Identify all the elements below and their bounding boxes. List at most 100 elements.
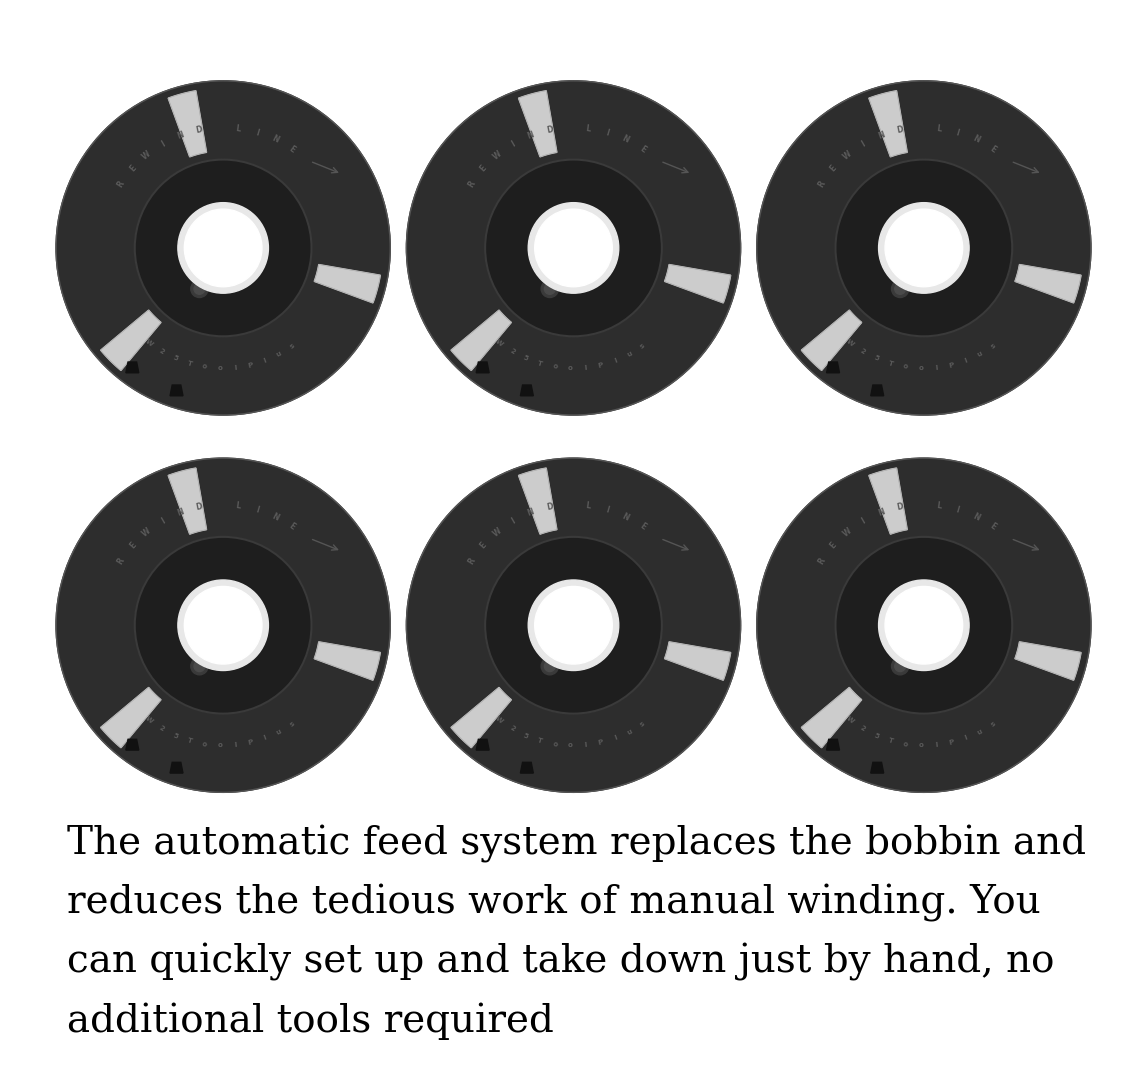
Text: R: R [466, 556, 477, 566]
Polygon shape [518, 91, 557, 157]
Circle shape [545, 661, 555, 672]
Text: N: N [876, 508, 885, 519]
Text: L: L [936, 124, 942, 134]
Text: E: E [828, 164, 838, 174]
Polygon shape [869, 91, 907, 157]
Text: W: W [141, 526, 153, 538]
Circle shape [757, 81, 1091, 415]
Polygon shape [1015, 264, 1080, 303]
Text: s: s [990, 720, 997, 728]
Circle shape [888, 223, 899, 234]
Text: I: I [159, 139, 166, 149]
Text: E: E [478, 541, 489, 551]
Circle shape [538, 600, 548, 611]
Circle shape [134, 160, 312, 336]
Circle shape [188, 600, 198, 611]
Polygon shape [101, 688, 161, 748]
Text: T: T [187, 737, 193, 745]
Circle shape [485, 160, 662, 336]
Text: l: l [234, 364, 236, 371]
Text: o: o [919, 365, 923, 371]
Text: 5: 5 [522, 355, 529, 362]
Text: l: l [614, 735, 617, 742]
Circle shape [541, 280, 559, 298]
Text: N: N [175, 130, 185, 141]
Text: s: s [289, 343, 296, 350]
Text: l: l [234, 742, 236, 748]
Polygon shape [802, 310, 861, 371]
Text: L: L [235, 124, 241, 134]
Text: E: E [127, 541, 138, 551]
Circle shape [895, 284, 905, 294]
Text: L: L [235, 501, 241, 511]
Text: W: W [845, 716, 855, 724]
Text: W: W [842, 526, 853, 538]
Text: l: l [263, 735, 267, 742]
Text: T: T [187, 360, 193, 368]
Circle shape [835, 537, 1013, 714]
Polygon shape [476, 362, 489, 373]
Text: o: o [919, 743, 923, 748]
Text: T: T [537, 737, 544, 745]
Text: E: E [988, 144, 998, 154]
Text: E: E [828, 541, 838, 551]
Text: u: u [275, 728, 282, 735]
Polygon shape [126, 362, 139, 373]
Text: l: l [963, 735, 968, 742]
Text: 2: 2 [859, 347, 866, 355]
Text: N: N [972, 511, 981, 523]
Text: P: P [598, 738, 604, 746]
Circle shape [485, 537, 662, 714]
Text: l: l [614, 358, 617, 364]
Polygon shape [869, 468, 907, 535]
Text: D: D [195, 125, 203, 135]
Text: W: W [491, 526, 504, 538]
Polygon shape [314, 641, 381, 680]
Text: L: L [585, 124, 592, 134]
Text: u: u [275, 350, 282, 358]
Text: s: s [990, 343, 997, 350]
Circle shape [406, 81, 741, 415]
Circle shape [190, 658, 208, 675]
Text: D: D [546, 125, 554, 135]
Text: N: N [526, 508, 536, 519]
Circle shape [895, 661, 905, 672]
Text: 2: 2 [158, 724, 165, 732]
Circle shape [56, 81, 390, 415]
Circle shape [406, 458, 741, 792]
Text: N: N [876, 130, 885, 141]
Text: u: u [976, 350, 983, 358]
Text: P: P [947, 361, 954, 369]
Text: I: I [860, 139, 867, 149]
Text: R: R [116, 179, 126, 189]
Text: additional tools required: additional tools required [67, 1003, 554, 1040]
Text: W: W [494, 338, 505, 347]
Polygon shape [521, 762, 533, 773]
Circle shape [188, 223, 198, 234]
Text: R: R [116, 556, 126, 566]
Text: T: T [888, 360, 894, 368]
Circle shape [535, 586, 612, 664]
Polygon shape [664, 264, 731, 303]
Text: I: I [159, 516, 166, 526]
Circle shape [891, 280, 908, 298]
Circle shape [885, 586, 962, 664]
Text: 5: 5 [522, 732, 529, 740]
Text: N: N [972, 134, 981, 146]
Text: l: l [584, 364, 587, 371]
Text: I: I [509, 139, 516, 149]
Text: E: E [638, 144, 647, 154]
Text: N: N [621, 134, 631, 146]
Circle shape [891, 658, 908, 675]
Text: E: E [288, 522, 297, 531]
Circle shape [535, 209, 612, 287]
Text: W: W [145, 716, 154, 724]
Text: 5: 5 [172, 732, 179, 740]
Circle shape [134, 537, 312, 714]
Text: o: o [903, 741, 908, 747]
Circle shape [535, 597, 552, 614]
Text: 2: 2 [859, 724, 866, 732]
Text: W: W [141, 149, 153, 161]
Text: s: s [639, 343, 646, 350]
Polygon shape [169, 468, 206, 535]
